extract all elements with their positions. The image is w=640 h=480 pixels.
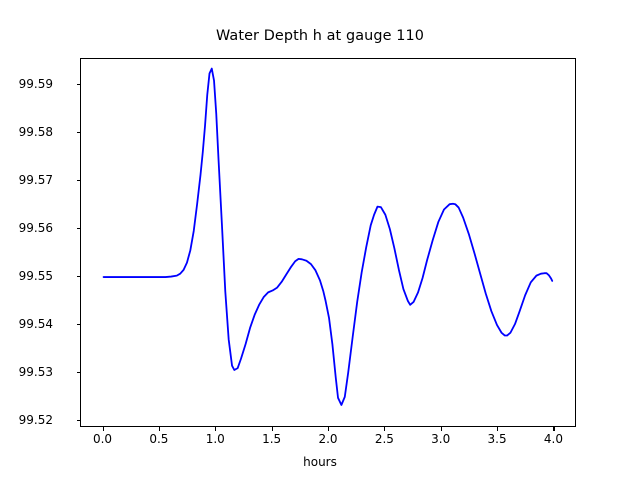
data-series-line [102, 67, 554, 406]
x-tick-mark [553, 427, 555, 431]
y-tick-label: 99.53 [18, 364, 53, 379]
y-tick-label: 99.57 [18, 173, 53, 188]
plot-axes-area [80, 58, 576, 427]
x-tick-mark [215, 427, 217, 431]
x-axis-label: hours [303, 455, 337, 469]
y-tick-mark [76, 419, 80, 421]
y-tick-mark [76, 323, 80, 326]
x-tick-label: 2.5 [374, 432, 394, 446]
x-tick-label: 0.0 [92, 432, 113, 446]
y-tick-label: 99.52 [18, 412, 53, 427]
line-plot-svg [102, 67, 554, 406]
x-tick-label: 4.0 [543, 432, 563, 446]
y-tick-mark [76, 371, 80, 373]
x-tick-mark [328, 427, 330, 431]
x-tick-label: 1.0 [205, 432, 225, 446]
x-tick-mark [102, 427, 104, 431]
x-tick-mark [440, 427, 442, 431]
y-tick-label: 99.58 [18, 125, 53, 140]
x-tick-mark [158, 427, 160, 431]
x-tick-label: 3.0 [431, 432, 451, 446]
y-tick-label: 99.59 [18, 77, 53, 92]
y-tick-label: 99.55 [18, 269, 53, 284]
x-tick-mark [384, 427, 386, 431]
y-tick-mark [76, 276, 80, 278]
y-tick-mark [76, 180, 80, 182]
y-tick-label: 99.54 [18, 316, 53, 331]
x-tick-label: 1.5 [262, 432, 282, 446]
x-tick-label: 3.5 [487, 432, 507, 446]
y-tick-mark [76, 228, 80, 230]
chart-title: Water Depth h at gauge 110 [216, 28, 424, 44]
x-tick-label: 0.5 [149, 432, 169, 446]
x-tick-mark [271, 427, 273, 431]
x-tick-mark [497, 427, 499, 431]
y-tick-mark [76, 132, 80, 134]
y-tick-mark [76, 84, 80, 86]
x-tick-label: 2.0 [318, 432, 338, 446]
y-tick-label: 99.56 [18, 221, 53, 236]
